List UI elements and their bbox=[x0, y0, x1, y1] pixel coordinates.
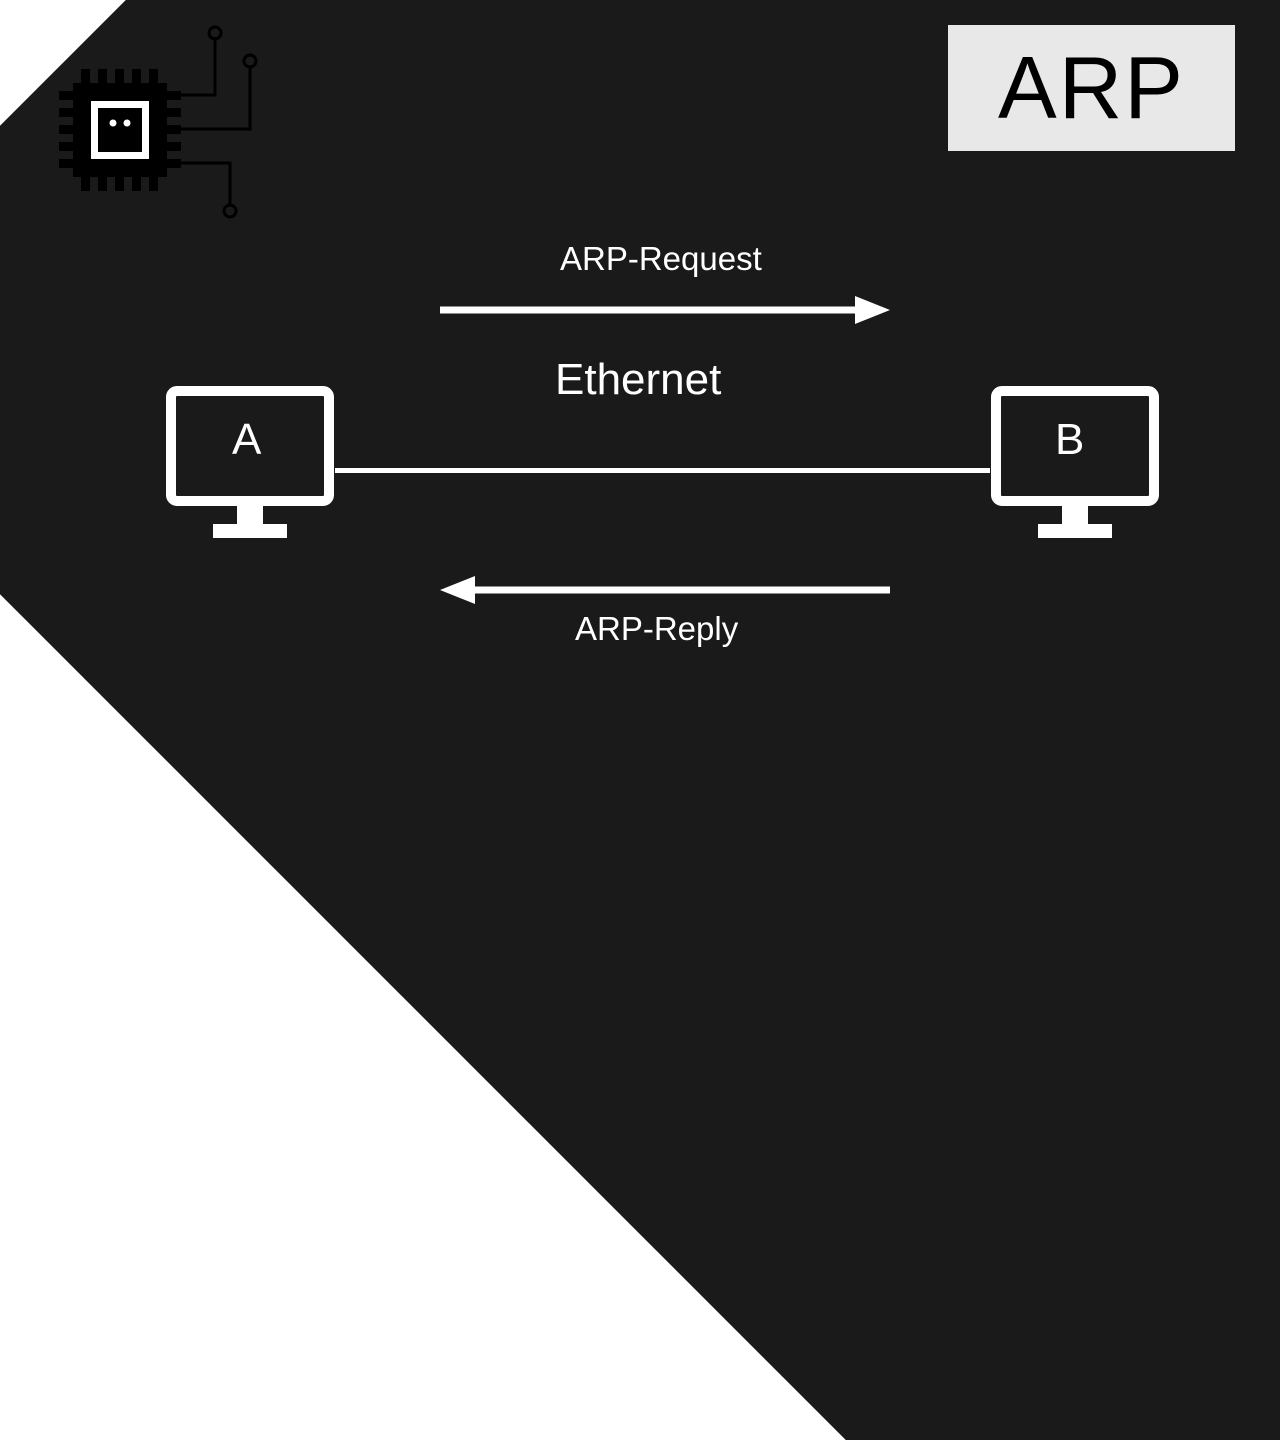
arp-request-label: ARP-Request bbox=[560, 240, 762, 278]
arp-request-arrow bbox=[435, 290, 895, 335]
computer-b-label: B bbox=[1055, 415, 1084, 465]
arp-reply-label: ARP-Reply bbox=[575, 610, 738, 648]
ethernet-label: Ethernet bbox=[555, 355, 721, 405]
ethernet-connection-line bbox=[335, 468, 990, 473]
arp-reply-arrow bbox=[435, 570, 895, 615]
diagram: A B Ethernet ARP-Request ARP-Reply bbox=[0, 0, 1280, 720]
computer-a-label: A bbox=[232, 415, 261, 465]
